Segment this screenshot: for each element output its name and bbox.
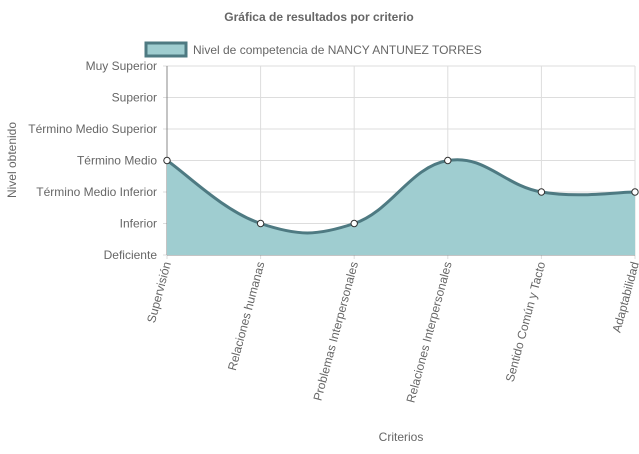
legend-swatch [144,41,188,58]
chart-title: Gráfica de resultados por criterio [224,10,413,24]
y-tick-label: Término Medio [77,154,157,168]
x-axis-ticks: Supervisión Relaciones humanas Problemas I… [144,260,639,404]
y-tick-label: Inferior [120,217,157,231]
data-point[interactable] [350,219,358,228]
series-fill [167,159,635,255]
x-tick-label: Relaciones Interpersonales [404,260,455,404]
series-points [163,156,639,228]
series-line [166,158,636,235]
series-area [166,158,636,255]
data-point[interactable] [537,188,546,196]
data-point[interactable] [256,219,265,228]
y-axis-ticks: Deficiente Inferior Término Medio Inferior… [28,59,157,262]
y-tick-label: Deficiente [104,248,158,262]
x-axis-label: Criterios [379,430,424,444]
x-tick-label: Sentido Común y Tacto [503,260,549,384]
data-point[interactable] [444,156,452,165]
data-point[interactable] [163,156,171,165]
data-point[interactable] [631,188,639,196]
y-tick-label: Término Medio Superior [28,122,157,136]
legend-label: Nivel de competencia de NANCY ANTUNEZ TO… [193,43,482,57]
y-tick-label: Muy Superior [86,59,157,73]
x-tick-label: Relaciones humanas [225,260,268,372]
y-axis-label: Nivel obtenido [5,122,19,198]
y-tick-label: Superior [112,91,157,105]
legend[interactable]: Nivel de competencia de NANCY ANTUNEZ TO… [144,41,482,58]
x-tick-label: Adaptabilidad [610,260,639,334]
x-tick-label: Supervisión [144,260,174,324]
x-tick-label: Problemas Interpersonales [310,260,361,402]
y-tick-label: Término Medio Inferior [36,185,157,199]
